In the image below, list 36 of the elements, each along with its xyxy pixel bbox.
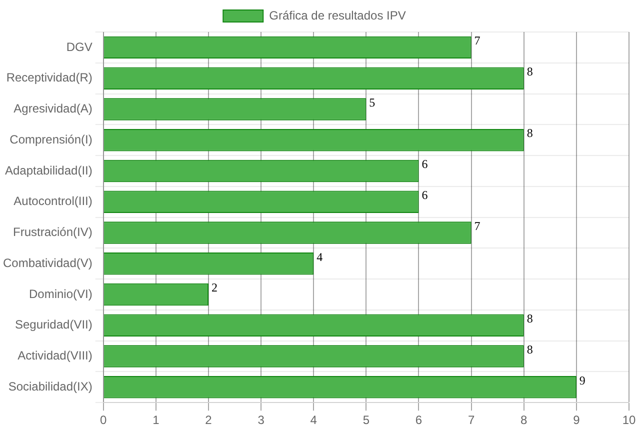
data-label: 8 bbox=[526, 64, 533, 78]
x-tick-label: 4 bbox=[310, 413, 318, 428]
y-tick-label: Receptividad(R) bbox=[6, 70, 92, 85]
x-tick-label: 7 bbox=[468, 413, 475, 428]
x-tick-label: 8 bbox=[520, 413, 528, 428]
data-label: 8 bbox=[526, 126, 533, 140]
y-tick-label: Dominio(VI) bbox=[29, 286, 92, 301]
y-tick-label: Autocontrol(III) bbox=[14, 194, 92, 208]
y-tick-label: Comprensión(I) bbox=[10, 132, 92, 146]
data-label: 6 bbox=[422, 188, 428, 202]
x-tick-label: 0 bbox=[100, 413, 108, 428]
y-tick-label: Combatividad(V) bbox=[2, 256, 92, 270]
data-label: 7 bbox=[474, 218, 480, 233]
data-label: 6 bbox=[422, 157, 428, 172]
y-tick-label: Sociabilidad(IX) bbox=[8, 379, 92, 394]
y-tick-label: Frustración(IV) bbox=[13, 225, 92, 240]
data-label: 8 bbox=[526, 312, 533, 326]
y-tick-label: Seguridad(VII) bbox=[14, 318, 92, 332]
data-label: 2 bbox=[211, 280, 218, 295]
x-tick-label: 6 bbox=[415, 413, 422, 428]
x-tick-label: 5 bbox=[362, 413, 370, 428]
data-label: 5 bbox=[369, 95, 376, 110]
data-label: 7 bbox=[474, 34, 480, 48]
data-label: 8 bbox=[526, 342, 533, 356]
x-tick-label: 2 bbox=[205, 413, 212, 428]
legend-label: Gráfica de resultados IPV bbox=[269, 8, 406, 22]
data-label: 9 bbox=[579, 373, 586, 388]
x-tick-label: 10 bbox=[622, 413, 636, 428]
y-tick-label: Actividad(VIII) bbox=[18, 348, 92, 363]
x-tick-label: 1 bbox=[152, 413, 160, 428]
y-tick-label: Adaptabilidad(II) bbox=[4, 163, 92, 178]
x-tick-label: 9 bbox=[573, 413, 580, 428]
data-label: 4 bbox=[316, 250, 323, 264]
x-tick-label: 3 bbox=[258, 413, 265, 428]
y-tick-label: DGV bbox=[66, 40, 92, 54]
y-tick-label: Agresividad(A) bbox=[14, 102, 92, 116]
